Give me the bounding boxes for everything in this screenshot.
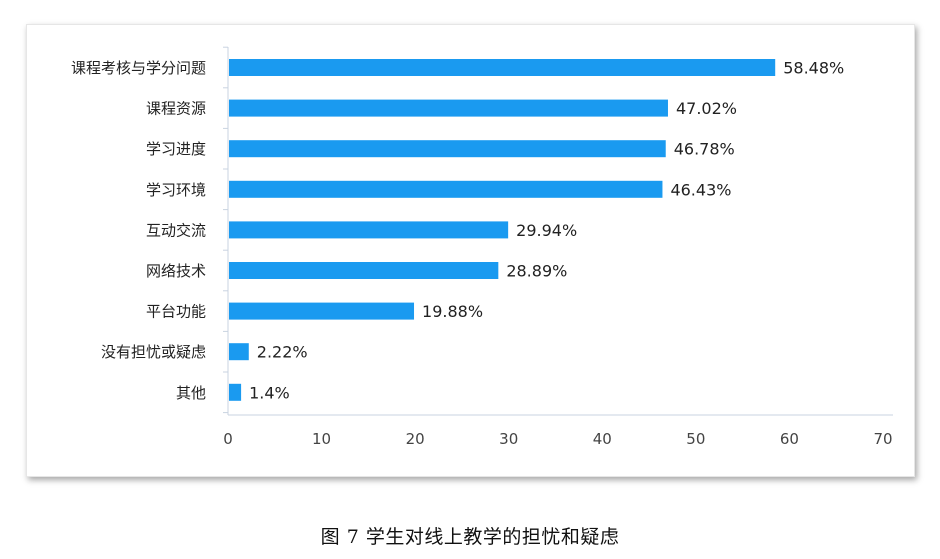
bar [229,140,666,158]
bar [229,221,509,239]
category-label: 课程资源 [146,100,206,118]
category-labels: 课程考核与学分问题课程资源学习进度学习环境互动交流网络技术平台功能没有担忧或疑虑… [71,59,206,402]
bar [229,383,242,401]
data-label: 19.88% [422,302,483,321]
category-label: 没有担忧或疑虑 [101,343,206,361]
bar [229,262,499,279]
data-labels: 58.48% 47.02% 46.78% 46.43% 29.94% 28.89% 19.8… [249,59,844,403]
data-label: 1.4% [249,383,290,402]
bar [229,302,415,320]
data-label: 2.22% [257,343,308,362]
bar [229,99,668,117]
category-label: 课程考核与学分问题 [71,59,206,77]
data-label: 58.48% [783,59,844,78]
figure-caption: 图 7 学生对线上教学的担忧和疑虑 [320,526,620,548]
x-tick-label: 40 [593,430,612,448]
x-tick-label: 0 [223,430,233,448]
category-label: 网络技术 [146,262,206,280]
x-tick-label: 60 [780,430,799,448]
data-label: 46.43% [670,180,731,199]
data-label: 46.78% [674,140,735,159]
x-tick-label: 30 [499,430,518,448]
x-tick-label: 70 [873,430,892,448]
data-label: 29.94% [516,221,577,240]
category-label: 其他 [176,384,206,402]
chart-axes [223,46,893,416]
category-label: 学习进度 [146,140,206,158]
bar [229,180,663,198]
chart-card [26,24,915,477]
x-tick-label: 10 [312,430,331,448]
category-label: 学习环境 [146,181,206,199]
data-label: 47.02% [676,99,737,118]
x-tick-label: 50 [686,430,705,448]
category-label: 互动交流 [146,221,206,239]
bar [229,343,249,361]
x-tick-label: 20 [406,430,425,448]
x-tick-labels: 0 10 20 30 40 50 60 70 [223,430,892,448]
category-label: 平台功能 [146,303,206,321]
chart-bars [229,59,776,401]
bar [229,59,776,76]
bar-chart: 课程考核与学分问题课程资源学习进度学习环境互动交流网络技术平台功能没有担忧或疑虑… [71,46,893,448]
data-label: 28.89% [506,262,567,281]
